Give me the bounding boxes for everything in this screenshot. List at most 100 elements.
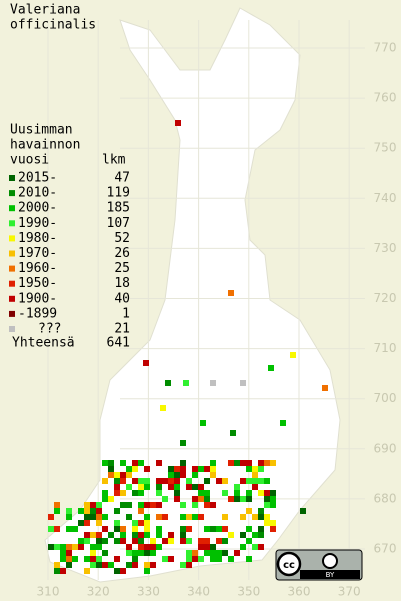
record-square	[156, 526, 162, 532]
record-square	[78, 520, 84, 526]
record-square	[210, 556, 216, 562]
record-square	[90, 514, 96, 520]
record-square	[138, 532, 144, 538]
record-square	[270, 490, 276, 496]
record-square	[114, 556, 120, 562]
record-square	[222, 514, 228, 520]
record-square	[174, 490, 180, 496]
legend-label: 2015-	[18, 171, 57, 186]
record-square	[114, 478, 120, 484]
record-square	[132, 538, 138, 544]
record-square	[66, 514, 72, 520]
record-square	[120, 472, 126, 478]
easting-label: 360	[288, 585, 311, 599]
northing-label: 720	[374, 291, 397, 305]
record-square	[96, 532, 102, 538]
record-square	[252, 532, 258, 538]
record-square	[138, 520, 144, 526]
record-square	[90, 532, 96, 538]
record-square	[132, 526, 138, 532]
record-square	[180, 532, 186, 538]
record-square	[96, 520, 102, 526]
title: officinalis	[10, 18, 96, 33]
record-square	[156, 460, 162, 466]
record-square	[144, 568, 150, 574]
record-square	[222, 538, 228, 544]
legend-count: 25	[114, 261, 130, 276]
record-square	[240, 496, 246, 502]
northing-label: 770	[374, 41, 397, 55]
record-square	[240, 544, 246, 550]
record-square	[252, 466, 258, 472]
record-square	[210, 472, 216, 478]
record-square	[54, 508, 60, 514]
record-square	[204, 544, 210, 550]
record-square	[84, 502, 90, 508]
record-square	[156, 490, 162, 496]
record-square	[120, 568, 126, 574]
record-square	[192, 484, 198, 490]
record-square	[222, 526, 228, 532]
record-square	[258, 460, 264, 466]
legend-swatch	[9, 295, 15, 302]
record-square	[96, 514, 102, 520]
record-square	[252, 484, 258, 490]
northing-label: 730	[374, 241, 397, 255]
record-square	[144, 520, 150, 526]
record-square	[198, 490, 204, 496]
legend-swatch	[9, 326, 15, 332]
record-square	[132, 490, 138, 496]
record-square	[198, 514, 204, 520]
record-square	[138, 508, 144, 514]
legend-label: -1899	[18, 306, 57, 321]
license-badge: cc BY	[275, 549, 363, 581]
cc-icon	[276, 551, 302, 577]
record-square	[48, 526, 54, 532]
record-square	[102, 550, 108, 556]
record-square	[156, 544, 162, 550]
record-square	[120, 532, 126, 538]
record-square	[240, 532, 246, 538]
record-square	[200, 420, 206, 426]
record-square	[186, 484, 192, 490]
record-square	[246, 490, 252, 496]
record-square	[290, 352, 296, 358]
record-square	[108, 460, 114, 466]
record-square	[132, 478, 138, 484]
northing-label: 700	[374, 391, 397, 405]
record-square	[120, 538, 126, 544]
record-square	[132, 562, 138, 568]
record-square	[60, 556, 66, 562]
record-square	[210, 380, 216, 386]
easting-label: 330	[137, 585, 160, 599]
record-square	[264, 460, 270, 466]
record-square	[240, 514, 246, 520]
record-square	[258, 514, 264, 520]
record-square	[192, 472, 198, 478]
record-square	[180, 472, 186, 478]
record-square	[102, 490, 108, 496]
record-square	[222, 550, 228, 556]
record-square	[84, 514, 90, 520]
record-square	[264, 502, 270, 508]
record-square	[150, 538, 156, 544]
record-square	[192, 496, 198, 502]
cc-text: cc	[283, 560, 295, 571]
northing-label: 690	[374, 441, 397, 455]
record-square	[198, 544, 204, 550]
record-square	[120, 478, 126, 484]
record-square	[120, 460, 126, 466]
record-square	[222, 478, 228, 484]
record-square	[84, 508, 90, 514]
record-square	[192, 514, 198, 520]
legend-swatch	[9, 265, 15, 272]
record-square	[204, 538, 210, 544]
record-square	[174, 466, 180, 472]
record-square	[180, 440, 186, 446]
legend-label: 1990-	[18, 216, 57, 231]
record-square	[126, 562, 132, 568]
record-square	[114, 484, 120, 490]
record-square	[210, 460, 216, 466]
record-square	[72, 556, 78, 562]
